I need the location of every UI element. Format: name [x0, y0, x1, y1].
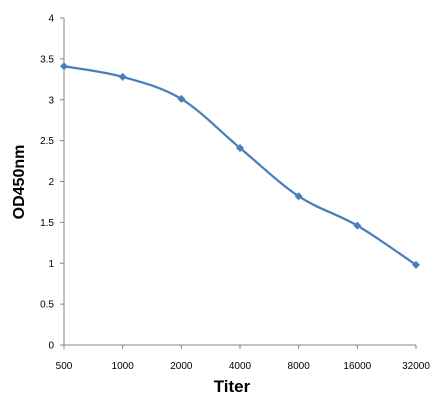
- data-point: [236, 143, 244, 152]
- y-tick-label: 2: [48, 177, 54, 188]
- x-tick-label: 2000: [170, 361, 193, 372]
- x-tick-label: 32000: [402, 361, 430, 372]
- plot-area: [60, 62, 420, 269]
- y-axis-title: OD450nm: [11, 145, 28, 220]
- data-point: [177, 94, 186, 103]
- y-tick-label: 1: [48, 259, 54, 270]
- x-tick-label: 500: [56, 361, 73, 372]
- y-tick-label: 0: [48, 341, 54, 352]
- y-tick-label: 3: [48, 95, 54, 106]
- y-tick-label: 1.5: [40, 218, 54, 229]
- y-tick-label: 2.5: [40, 136, 54, 147]
- chart-axes: [60, 17, 417, 349]
- series-line: [63, 65, 417, 266]
- y-tick-label: 0.5: [40, 300, 54, 311]
- y-tick-label: 3.5: [40, 54, 54, 65]
- data-point: [294, 192, 303, 201]
- x-tick-label: 16000: [343, 361, 371, 372]
- data-point: [60, 62, 68, 71]
- x-tick-label: 1000: [112, 361, 135, 372]
- x-tick-label: 4000: [229, 361, 252, 372]
- x-axis-title: Titer: [214, 377, 251, 396]
- data-point: [412, 260, 420, 269]
- x-tick-label: 8000: [288, 361, 311, 372]
- y-tick-label: 4: [48, 14, 54, 25]
- data-point: [118, 72, 127, 81]
- data-point: [353, 221, 362, 230]
- tick-labels: 0 0.5 1 1.5 2 2.5 3 3.5 4 500 1000 2000 4000 8000 1600…: [40, 14, 430, 373]
